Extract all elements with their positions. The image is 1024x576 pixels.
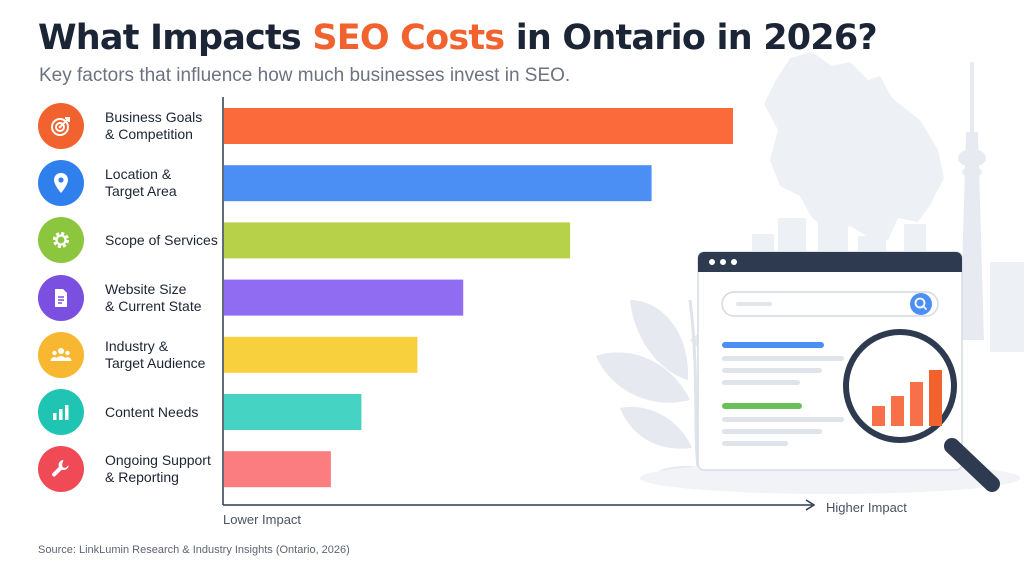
x-axis-arrowhead	[805, 499, 816, 511]
category-label: Content Needs	[105, 403, 199, 420]
category-row: Industry & Target Audience	[38, 331, 235, 378]
gear-icon	[38, 217, 84, 264]
category-row: Location & Target Area	[38, 160, 235, 207]
source-note: Source: LinkLumin Research & Industry In…	[38, 544, 350, 556]
title-part1: What Impacts	[38, 18, 313, 58]
page-subtitle: Key factors that influence how much busi…	[39, 65, 571, 86]
wrench-icon	[38, 446, 84, 493]
category-row: Website Size & Current State	[38, 274, 235, 321]
page-title: What Impacts SEO Costs in Ontario in 202…	[38, 18, 878, 58]
bar-6	[224, 394, 362, 430]
category-label: Scope of Services	[105, 231, 218, 248]
bar-5	[224, 336, 418, 373]
target-icon	[38, 103, 84, 149]
category-row: Business Goals & Competition	[38, 103, 235, 149]
cn-tower	[958, 62, 986, 340]
people-icon	[38, 331, 84, 378]
bar-chart-icon	[38, 389, 84, 435]
bar-4	[224, 279, 464, 316]
title-part2: in Ontario in 2026?	[504, 18, 878, 58]
category-label: Business Goals & Competition	[105, 109, 203, 142]
bar-7	[224, 451, 331, 488]
category-row: Ongoing Support & Reporting	[38, 446, 235, 493]
title-highlight: SEO Costs	[312, 18, 505, 58]
category-row: Scope of Services	[38, 217, 235, 264]
bar-2	[224, 165, 652, 202]
category-row: Content Needs	[38, 389, 235, 435]
category-label: Website Size & Current State	[105, 280, 202, 314]
x-axis-label-low: Lower Impact	[223, 512, 302, 527]
document-icon	[38, 274, 84, 321]
x-axis-label-high: Higher Impact	[826, 500, 907, 515]
bar-1	[224, 108, 733, 144]
category-label: Ongoing Support & Reporting	[105, 452, 211, 486]
location-pin-icon	[38, 160, 84, 207]
ontario-map-silhouette	[764, 52, 944, 240]
bar-3	[224, 222, 571, 259]
magnifying-glass-icon	[843, 329, 1000, 492]
category-label: Location & Target Area	[105, 166, 177, 200]
category-label: Industry & Target Audience	[105, 337, 206, 371]
